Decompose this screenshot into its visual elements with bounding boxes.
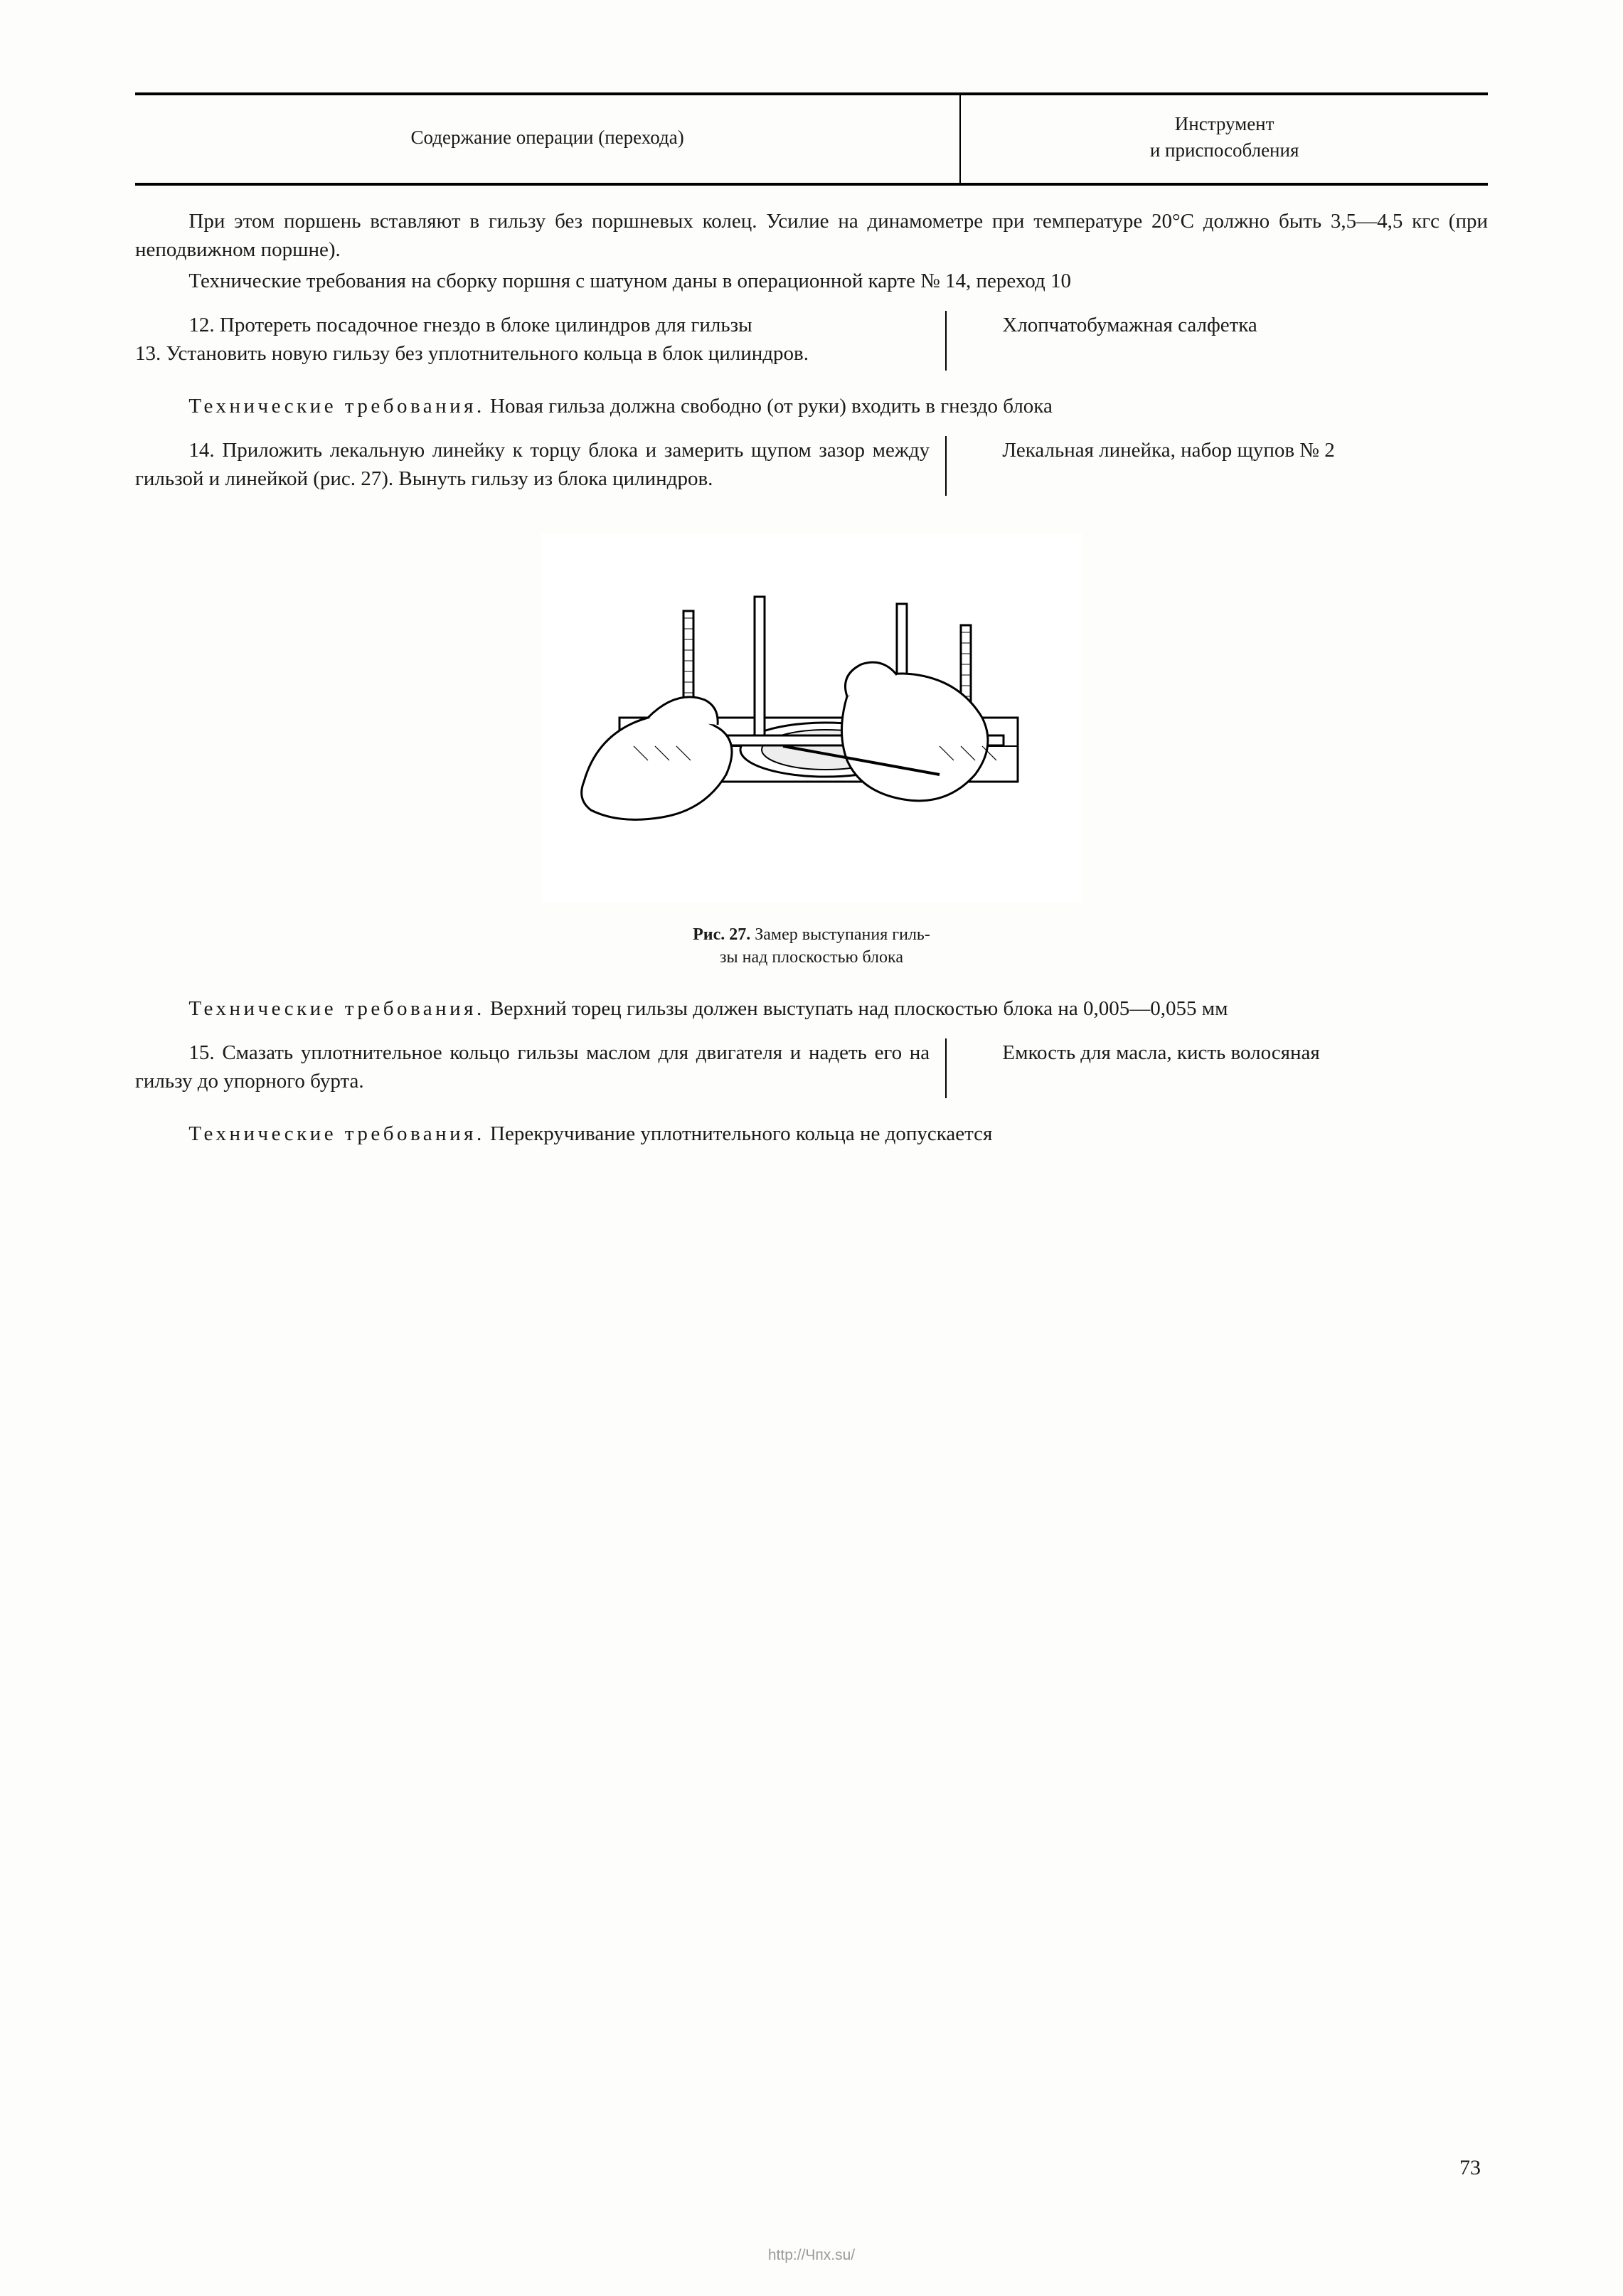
figure-caption-line1: Замер выступания гиль- [750, 925, 930, 944]
figure-caption-line2: зы над плоскостью блока [720, 948, 903, 967]
req-after-15: Технические требования. Перекручивание у… [135, 1120, 1488, 1148]
req-after-14: Технические требования. Верхний торец ги… [135, 994, 1488, 1023]
req-after-13: Технические требования. Новая гильза дол… [135, 392, 1488, 420]
op-12-13-right: Хлопчатобумажная салфетка [947, 311, 1488, 371]
op-15-left: 15. Смазать уплотнительное кольцо гильзы… [135, 1038, 947, 1098]
intro-p1: При этом поршень вставляют в гильзу без … [135, 207, 1488, 264]
page-container: Содержание операции (перехода) Инструмен… [135, 92, 1488, 1148]
op-12-13-left: 12. Протереть посадочное гнездо в блоке … [135, 311, 947, 371]
header-table: Содержание операции (перехода) Инструмен… [135, 95, 1488, 183]
op-14-left: 14. Приложить лекальную линейку к торцу … [135, 436, 947, 496]
op15-tool: Емкость для масла, кисть волосяная [965, 1038, 1488, 1067]
req14-label: Технические требования. [188, 997, 484, 1020]
op12-13-tool: Хлопчатобумажная салфетка [965, 311, 1488, 339]
op-14-right: Лекальная линейка, набор щупов № 2 [947, 436, 1488, 496]
req15-text: Технические требования. Перекручивание у… [135, 1120, 1488, 1148]
intro-block: При этом поршень вставляют в гильзу без … [135, 207, 1488, 295]
req14-text: Технические требования. Верхний торец ги… [135, 994, 1488, 1023]
figure-27-caption: Рис. 27. Замер выступания гиль- зы над п… [135, 923, 1488, 969]
op12-13-text: 12. Протереть посадочное гнездо в блоке … [135, 311, 930, 368]
intro-p2: Технические требования на сборку поршня … [135, 267, 1488, 295]
op-14-row: 14. Приложить лекальную линейку к торцу … [135, 436, 1488, 496]
figure-27-illustration [541, 533, 1082, 903]
op14-tool: Лекальная линейка, набор щупов № 2 [965, 436, 1488, 464]
header-left-cell: Содержание операции (перехода) [135, 95, 960, 183]
header-right-line1: Инструмент [1175, 113, 1275, 134]
header-right-cell: Инструмент и приспособления [960, 95, 1488, 183]
req13-label: Технические требования. [188, 395, 484, 418]
header-right-line2: и приспособления [1150, 139, 1299, 161]
header-left-text: Содержание операции (перехода) [411, 127, 684, 148]
figure-number: Рис. 27. [693, 925, 750, 944]
req13-text: Технические требования. Новая гильза дол… [135, 392, 1488, 420]
req15-body: Перекручивание уплотнительного кольца не… [485, 1122, 993, 1145]
figure-27: Рис. 27. Замер выступания гиль- зы над п… [135, 533, 1488, 969]
op-12-13-row: 12. Протереть посадочное гнездо в блоке … [135, 311, 1488, 371]
footer-url: http://Чпх.su/ [0, 2245, 1623, 2266]
bottom-header-rule [135, 183, 1488, 186]
page-number: 73 [1459, 2153, 1481, 2182]
req13-body: Новая гильза должна свободно (от руки) в… [485, 395, 1053, 418]
op14-text: 14. Приложить лекальную линейку к торцу … [135, 436, 930, 493]
req15-label: Технические требования. [188, 1122, 484, 1145]
req14-body: Верхний торец гильзы должен выступать на… [485, 997, 1228, 1020]
op-15-right: Емкость для масла, кисть волосяная [947, 1038, 1488, 1098]
op15-text: 15. Смазать уплотнительное кольцо гильзы… [135, 1038, 930, 1095]
op-15-row: 15. Смазать уплотнительное кольцо гильзы… [135, 1038, 1488, 1098]
